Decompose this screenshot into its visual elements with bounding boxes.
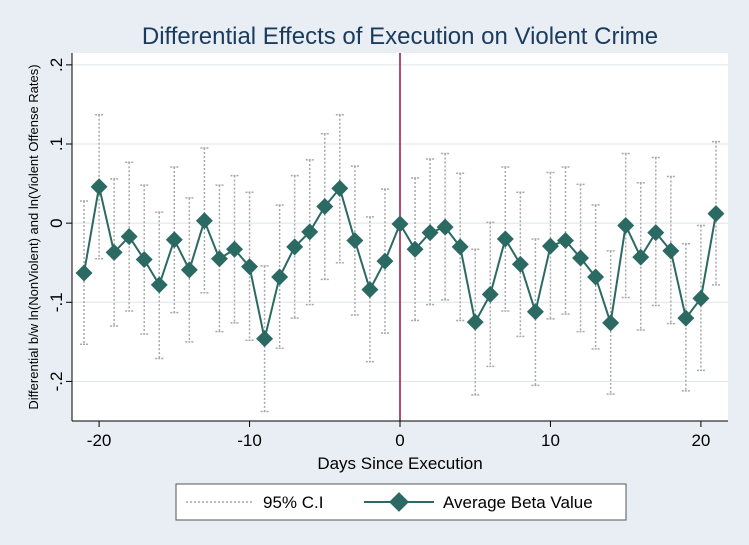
data-point bbox=[496, 230, 514, 248]
data-point bbox=[90, 178, 108, 196]
data-point bbox=[301, 223, 319, 241]
y-tick-label: .1 bbox=[47, 137, 66, 151]
data-point bbox=[572, 249, 590, 267]
data-point bbox=[541, 237, 559, 255]
chart-title: Differential Effects of Execution on Vio… bbox=[142, 23, 658, 50]
data-point bbox=[105, 243, 123, 261]
data-point bbox=[376, 252, 394, 270]
data-point bbox=[226, 240, 243, 258]
data-point bbox=[647, 224, 665, 242]
data-point bbox=[150, 276, 168, 294]
data-point bbox=[286, 238, 304, 256]
data-point bbox=[120, 228, 138, 246]
y-tick-label: .2 bbox=[47, 58, 66, 72]
data-point bbox=[481, 285, 499, 303]
x-tick-label: 0 bbox=[395, 431, 404, 450]
data-point bbox=[135, 251, 153, 269]
data-point bbox=[210, 250, 228, 268]
data-point bbox=[526, 303, 544, 321]
data-point bbox=[165, 231, 183, 249]
data-point bbox=[692, 289, 710, 307]
y-tick-label: 0 bbox=[47, 218, 66, 227]
legend-ci-label: 95% C.I bbox=[263, 493, 323, 512]
data-point bbox=[662, 242, 680, 260]
data-point bbox=[451, 238, 469, 256]
data-point bbox=[75, 264, 93, 282]
y-tick-label: -.2 bbox=[47, 372, 66, 392]
legend: 95% C.I Average Beta Value bbox=[175, 483, 627, 521]
data-point bbox=[466, 313, 484, 331]
data-point bbox=[632, 248, 650, 266]
data-point bbox=[241, 258, 259, 276]
data-point bbox=[346, 232, 364, 250]
x-axis-label: Days Since Execution bbox=[317, 454, 482, 473]
x-tick-label: -20 bbox=[87, 431, 112, 450]
data-point bbox=[391, 215, 409, 233]
data-point bbox=[406, 240, 424, 258]
data-point bbox=[331, 179, 349, 197]
legend-beta-label: Average Beta Value bbox=[443, 493, 593, 512]
x-tick-label: 10 bbox=[541, 431, 560, 450]
data-point bbox=[180, 261, 198, 279]
data-point bbox=[361, 281, 379, 299]
x-tick-label: 20 bbox=[691, 431, 710, 450]
x-tick-label: -10 bbox=[237, 431, 262, 450]
data-point bbox=[511, 255, 529, 273]
data-point bbox=[602, 314, 620, 332]
axes: .2 .1 0 -.1 -.2 -20 -10 0 10 20 bbox=[47, 53, 728, 450]
data-point bbox=[256, 330, 274, 348]
legend-beta-marker bbox=[389, 492, 409, 512]
data-point bbox=[316, 198, 334, 216]
beta-series bbox=[75, 178, 725, 348]
data-point bbox=[557, 232, 574, 250]
data-point bbox=[421, 224, 439, 242]
y-axis-label: Differential b/w ln(NonViolent) and ln(V… bbox=[26, 64, 41, 409]
data-point bbox=[436, 218, 454, 236]
data-point bbox=[707, 205, 725, 223]
data-point bbox=[677, 309, 695, 327]
y-tick-label: -.1 bbox=[47, 292, 66, 312]
data-point bbox=[617, 217, 635, 235]
data-point bbox=[195, 212, 213, 230]
